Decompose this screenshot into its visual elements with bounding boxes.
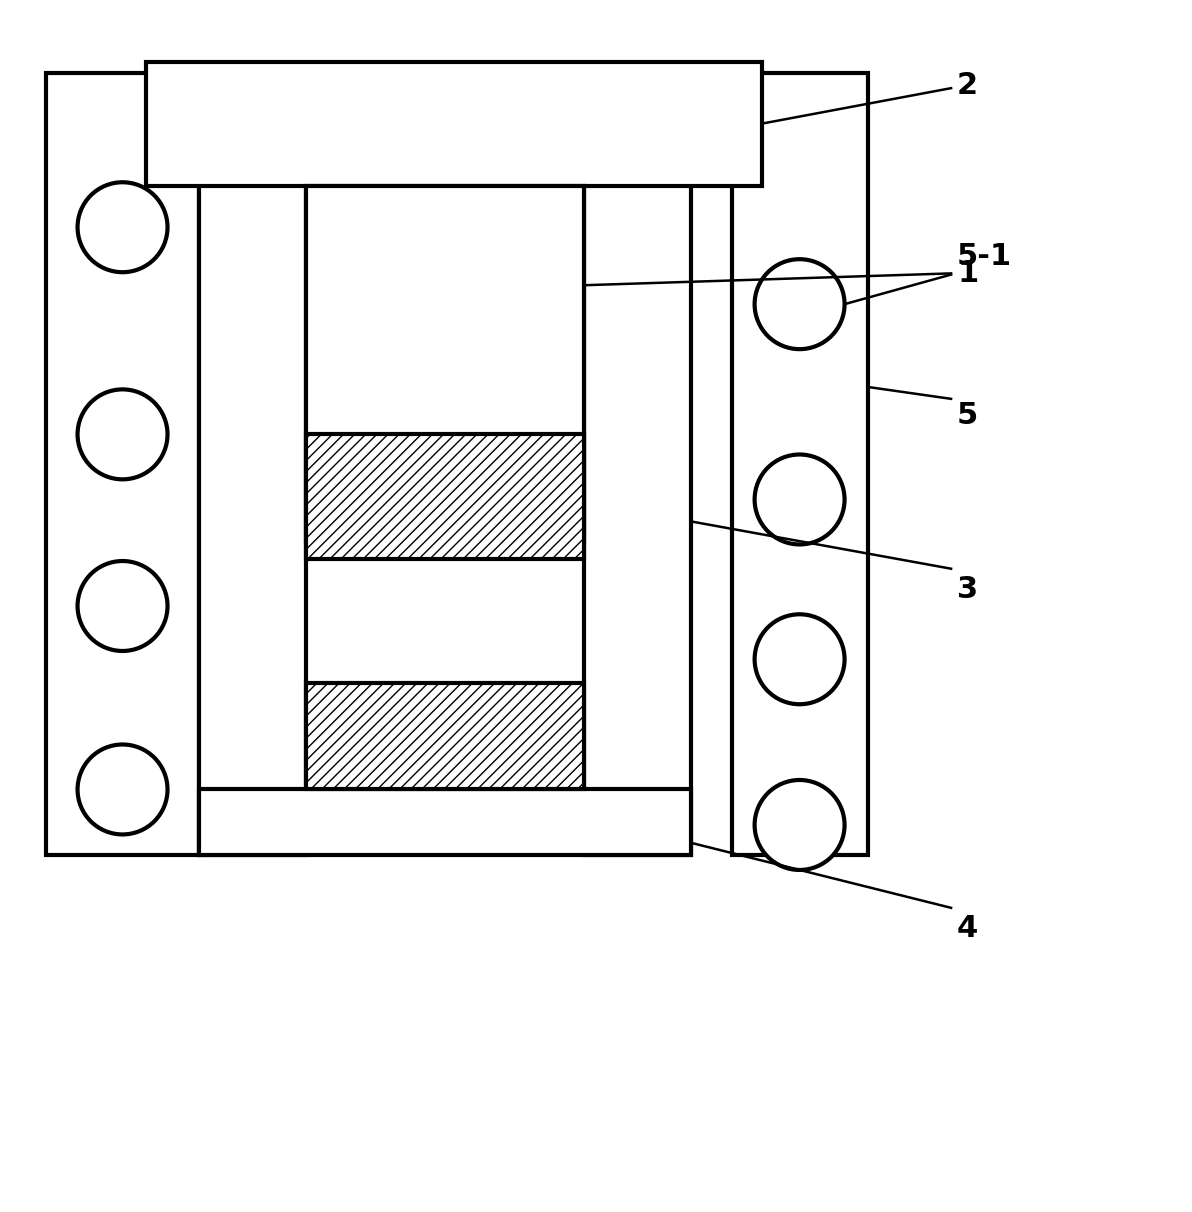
Text: 3: 3 <box>957 574 979 604</box>
Bar <box>306 682 584 789</box>
Text: 2: 2 <box>957 72 979 101</box>
Bar <box>199 789 690 854</box>
Text: 5: 5 <box>957 401 979 430</box>
Bar <box>584 74 690 854</box>
Circle shape <box>755 781 845 870</box>
Circle shape <box>77 182 168 273</box>
Text: 5-1: 5-1 <box>957 242 1012 271</box>
Circle shape <box>77 561 168 651</box>
Circle shape <box>77 744 168 834</box>
Bar <box>732 74 868 854</box>
Bar <box>199 74 306 854</box>
Bar <box>147 62 762 185</box>
Text: 4: 4 <box>957 914 979 943</box>
Circle shape <box>755 454 845 544</box>
Bar <box>45 74 199 854</box>
Text: 1: 1 <box>957 259 979 288</box>
Circle shape <box>77 389 168 480</box>
Bar <box>306 185 584 541</box>
Bar <box>306 434 584 559</box>
Circle shape <box>755 259 845 349</box>
Circle shape <box>755 614 845 704</box>
